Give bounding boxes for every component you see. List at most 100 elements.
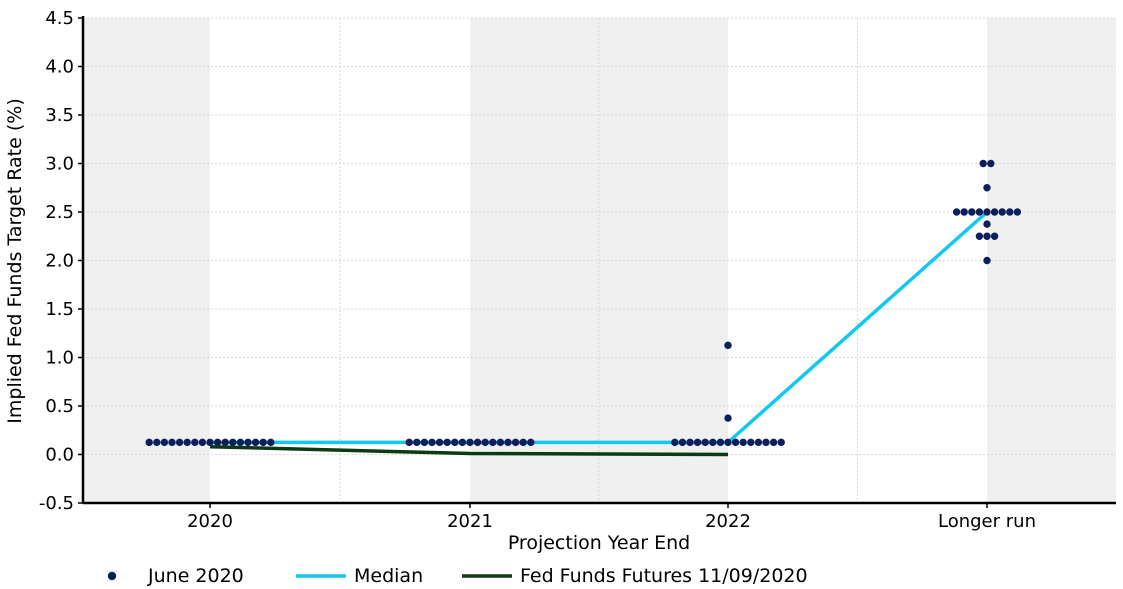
dot-markers xyxy=(145,159,1022,447)
y-tick-label-0-5: -0.5 xyxy=(39,493,74,514)
dot-2020-0-125-1 xyxy=(153,438,161,447)
x-tick-label-2021: 2021 xyxy=(447,511,493,532)
legend-marker-june-2020 xyxy=(107,571,117,581)
y-tick-label-2-0: 2.0 xyxy=(45,251,74,272)
x-tick-label-2022: 2022 xyxy=(705,511,751,532)
dot-2022-0-125-13 xyxy=(769,438,778,447)
x-tick-label-2020: 2020 xyxy=(187,511,233,532)
dot-2021-0-125-2 xyxy=(420,438,429,447)
dot-2022-0-125-5 xyxy=(709,438,717,447)
y-tick-label-0-5: 0.5 xyxy=(45,396,74,417)
dot-2021-0-125-0 xyxy=(405,438,413,447)
dot-2021-0-125-4 xyxy=(435,438,444,447)
y-axis-title: Implied Fed Funds Target Rate (%) xyxy=(4,98,26,423)
dot-2020-0-125-9 xyxy=(213,438,222,447)
dot-2021-0-125-5 xyxy=(443,438,451,447)
dot-longer-run-2-5-1 xyxy=(960,208,968,216)
dot-2022-0-125-9 xyxy=(739,438,747,447)
x-tick-label-longer-run: Longer run xyxy=(938,511,1036,532)
dot-2022-0-125-6 xyxy=(716,438,725,447)
x-axis-title: Projection Year End xyxy=(508,532,690,554)
dot-2022-0-125-2 xyxy=(686,438,694,447)
y-tick-label-2-5: 2.5 xyxy=(45,202,74,223)
y-tick-label-4-0: 4.0 xyxy=(45,57,74,78)
dot-2021-0-125-11 xyxy=(489,438,497,447)
shaded-band-0 xyxy=(83,18,210,503)
dot-2020-0-125-7 xyxy=(198,438,207,447)
dot-2021-0-125-13 xyxy=(504,438,512,447)
legend-label-june-2020: June 2020 xyxy=(147,565,244,587)
dot-longer-run-2-25-1 xyxy=(983,232,991,240)
dot-2020-0-125-2 xyxy=(160,438,169,447)
dot-2020-0-125-14 xyxy=(251,438,260,447)
y-tick-label-3-5: 3.5 xyxy=(45,105,74,126)
dot-2022-0-375-0 xyxy=(724,414,732,422)
dot-2021-0-125-7 xyxy=(458,438,467,447)
series-lines xyxy=(209,210,989,457)
dot-longer-run-3-0 xyxy=(979,159,987,168)
dot-2021-0-125-6 xyxy=(451,438,459,447)
x-tick-labels: 2020 2021 2022 Longer run xyxy=(187,503,1036,532)
dot-longer-run-2-5-4 xyxy=(983,208,991,216)
dot-longer-run-2-5-7 xyxy=(1006,208,1014,216)
dot-longer-run-2-75-0 xyxy=(983,184,991,192)
dot-2021-0-125-12 xyxy=(496,438,505,447)
dot-2020-0-125-10 xyxy=(221,438,229,447)
dot-2022-0-125-4 xyxy=(701,438,709,447)
dot-2020-0-125-11 xyxy=(229,438,237,447)
dot-longer-run-2-375-0 xyxy=(983,220,991,228)
axes xyxy=(81,16,1116,505)
dot-2022-0-125-11 xyxy=(754,438,763,447)
dot-longer-run-2-25-0 xyxy=(975,232,984,240)
dot-2022-0-125-1 xyxy=(678,438,687,447)
dot-2022-0-125-8 xyxy=(731,438,740,447)
dot-2022-1-125-0 xyxy=(724,341,732,350)
dot-2022-0-125-14 xyxy=(777,438,785,447)
dot-2021-0-125-1 xyxy=(413,438,421,447)
dot-2021-0-125-10 xyxy=(481,438,489,447)
line-fed-funds-futures-11-09-2020 xyxy=(209,444,729,457)
y-tick-label-1-5: 1.5 xyxy=(45,299,74,320)
dot-longer-run-2-0 xyxy=(983,256,991,265)
dot-2020-0-125-3 xyxy=(168,438,176,447)
dot-longer-run-2-5-2 xyxy=(968,208,976,216)
dot-2021-0-125-15 xyxy=(519,438,527,447)
dot-2021-0-125-3 xyxy=(428,438,436,447)
legend: June 2020 Median Fed Funds Futures 11/09… xyxy=(107,565,808,587)
dot-2022-0-125-10 xyxy=(747,438,755,447)
grid-lines xyxy=(83,17,1116,504)
dot-2020-0-125-5 xyxy=(183,438,191,447)
dot-2021-0-125-8 xyxy=(466,438,474,447)
y-tick-label-3-0: 3.0 xyxy=(45,154,74,175)
dot-2021-0-125-16 xyxy=(527,438,535,447)
dot-2020-0-125-15 xyxy=(259,438,267,447)
dot-2021-0-125-9 xyxy=(473,438,482,447)
dot-longer-run-2-5-5 xyxy=(990,208,999,216)
y-tick-labels: -0.5 0.0 0.5 1.0 1.5 2.0 2.5 3.0 3.5 4.0 4.5 xyxy=(39,8,83,514)
dot-longer-run-2-5-3 xyxy=(975,208,984,216)
y-tick-label-1-0: 1.0 xyxy=(45,348,74,369)
dot-2020-0-125-4 xyxy=(175,438,184,447)
dot-2020-0-125-0 xyxy=(145,438,153,447)
dot-longer-run-2-5-0 xyxy=(952,208,961,216)
y-tick-label-0-0: 0.0 xyxy=(45,445,74,466)
dot-2020-0-125-6 xyxy=(191,438,199,447)
dot-2020-0-125-12 xyxy=(236,438,245,447)
y-tick-label-4-5: 4.5 xyxy=(45,8,74,29)
dot-longer-run-2-5-8 xyxy=(1013,208,1022,216)
dot-2021-0-125-14 xyxy=(511,438,520,447)
line-median xyxy=(210,210,989,445)
dot-2020-0-125-16 xyxy=(267,438,275,447)
dot-longer-run-2-25-2 xyxy=(990,232,999,240)
dot-longer-run-2-5-6 xyxy=(998,208,1006,216)
dot-2022-0-125-7 xyxy=(724,438,732,447)
legend-label-fed-funds-futures: Fed Funds Futures 11/09/2020 xyxy=(520,565,808,587)
dot-2022-0-125-3 xyxy=(693,438,702,447)
legend-label-median: Median xyxy=(354,565,423,587)
dot-2020-0-125-8 xyxy=(206,438,214,447)
dot-longer-run-3-1 xyxy=(987,159,995,168)
dot-2022-0-125-12 xyxy=(762,438,770,447)
dot-2020-0-125-13 xyxy=(244,438,252,447)
dot-2022-0-125-0 xyxy=(671,438,679,447)
